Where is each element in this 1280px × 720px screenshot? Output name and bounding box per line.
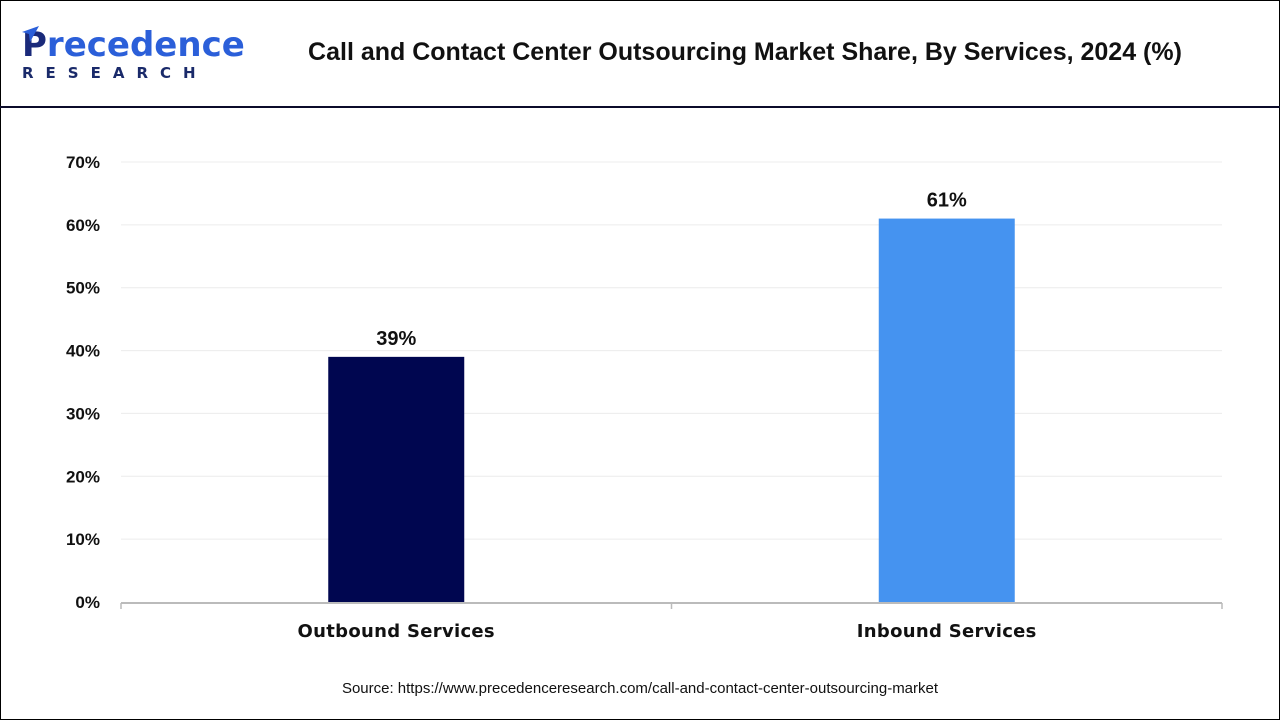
logo-main: Precedence <box>22 25 245 65</box>
y-tick-label: 10% <box>66 530 100 549</box>
data-label: 39% <box>376 328 416 350</box>
y-tick-label: 70% <box>66 153 100 172</box>
y-tick-label: 40% <box>66 342 100 361</box>
logo-arrow-icon <box>22 26 39 42</box>
bar <box>328 356 465 602</box>
header: Precedence RESEARCH Call and Contact Cen… <box>0 0 1280 108</box>
y-tick-label: 60% <box>66 216 100 235</box>
source-text: Source: https://www.precedenceresearch.c… <box>341 680 939 697</box>
chart-title: Call and Contact Center Outsourcing Mark… <box>308 38 1182 66</box>
y-tick-label: 20% <box>66 467 100 486</box>
bar <box>878 218 1015 603</box>
y-tick-label: 30% <box>66 404 100 423</box>
x-category-label: Outbound Services <box>298 621 495 642</box>
logo: Precedence RESEARCH <box>22 25 245 82</box>
data-label: 61% <box>927 190 967 212</box>
x-category-label: Inbound Services <box>857 621 1037 642</box>
y-tick-label: 0% <box>75 593 100 612</box>
logo-sub: RESEARCH <box>22 64 208 82</box>
y-tick-label: 50% <box>66 279 100 298</box>
